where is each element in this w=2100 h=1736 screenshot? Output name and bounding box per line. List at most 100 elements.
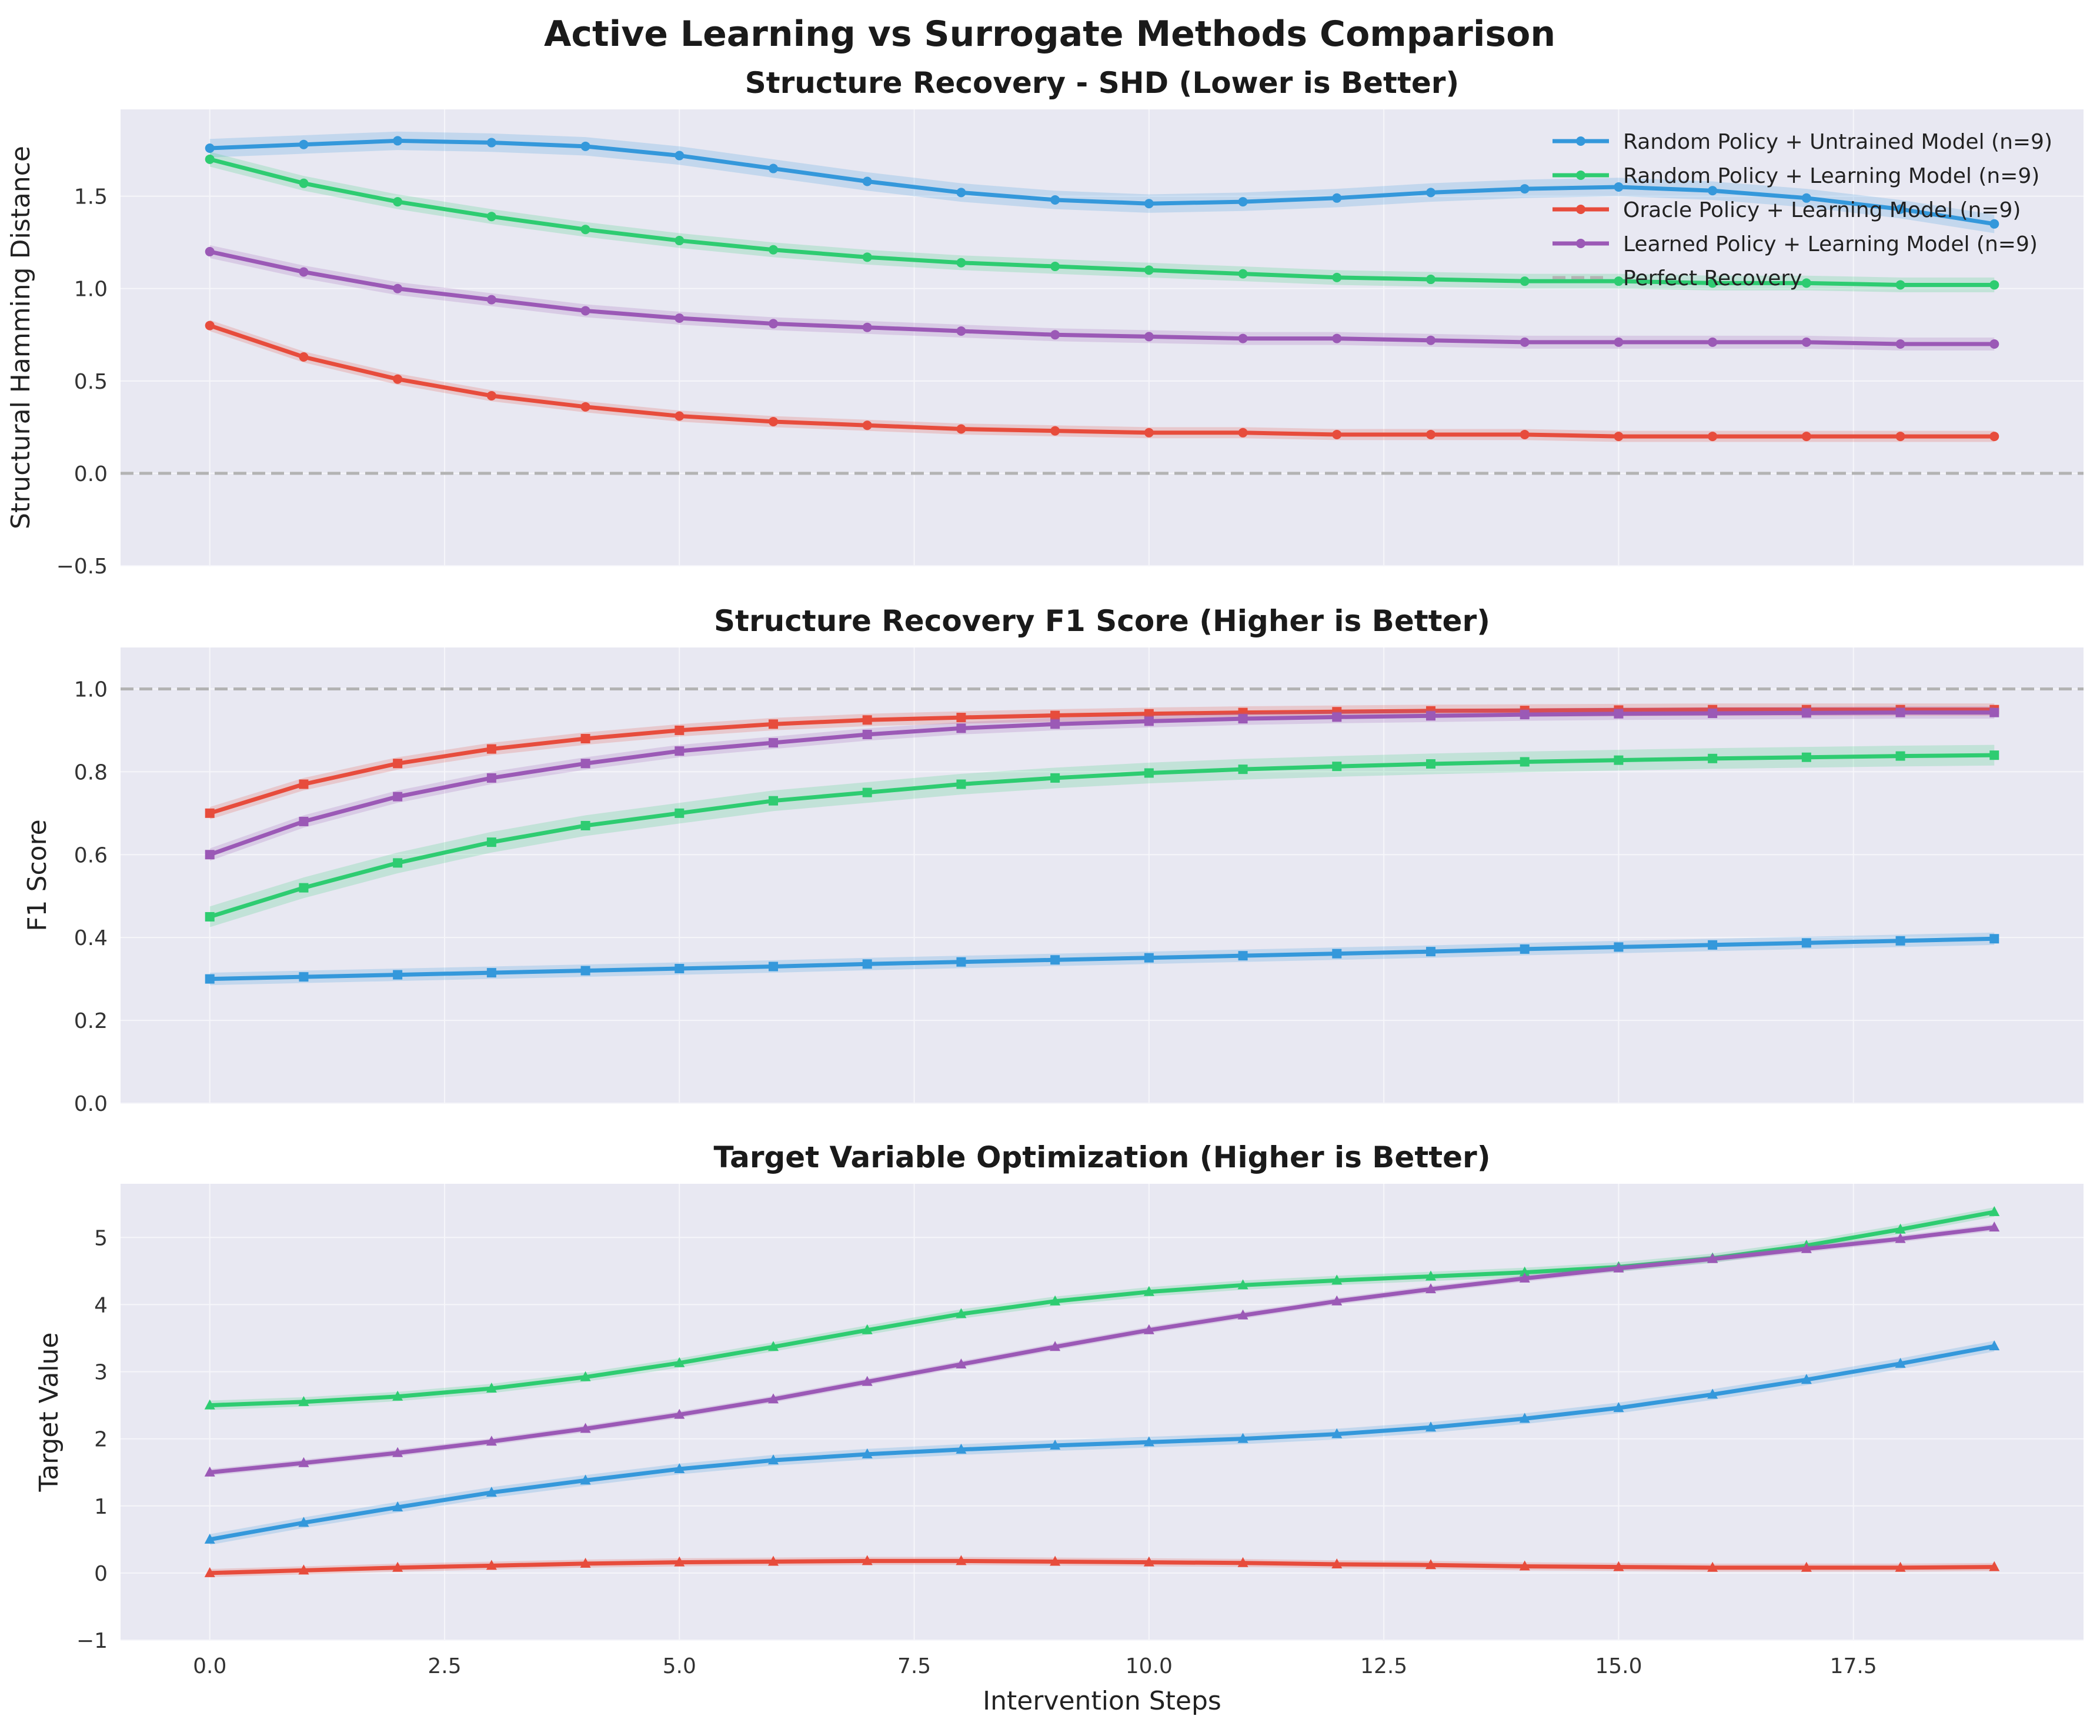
data-point	[1332, 272, 1342, 282]
x-tick-label: 5.0	[663, 1654, 696, 1678]
data-point	[580, 1423, 591, 1433]
data-point	[580, 759, 590, 769]
data-point	[862, 176, 872, 186]
data-point	[675, 236, 685, 246]
data-point	[1237, 1309, 1248, 1320]
data-point	[1237, 1279, 1248, 1290]
data-point	[674, 1463, 685, 1473]
data-point	[956, 1443, 967, 1454]
data-point	[205, 246, 215, 256]
data-point	[1050, 955, 1060, 965]
data-point	[1520, 757, 1530, 767]
data-point	[956, 1358, 967, 1368]
data-point	[1050, 330, 1060, 340]
data-point	[675, 964, 685, 974]
data-point	[1050, 1341, 1061, 1351]
data-point	[956, 723, 966, 733]
data-point	[298, 1396, 309, 1406]
data-point	[205, 154, 215, 164]
data-point	[204, 1399, 215, 1410]
panel-shd: −0.5 0.0 0.5 1.0 1.5 Structure Recovery - SHD…	[6, 66, 2084, 579]
data-point	[1708, 709, 1718, 719]
data-point	[1331, 1274, 1343, 1285]
data-point	[393, 136, 403, 146]
data-point	[580, 966, 590, 976]
data-point	[862, 715, 872, 725]
data-point	[1614, 755, 1624, 765]
data-point	[1708, 432, 1718, 442]
data-point	[1520, 337, 1530, 347]
y-tick-label: 1	[94, 1495, 108, 1519]
data-point	[1143, 1286, 1154, 1296]
data-point	[1050, 1295, 1061, 1306]
data-point	[1614, 942, 1624, 952]
data-point	[1801, 1561, 1812, 1572]
data-point	[1708, 186, 1718, 196]
y-tick-label: 0.6	[74, 843, 108, 867]
data-point	[1613, 1402, 1624, 1413]
data-point	[1989, 934, 1999, 944]
legend-marker	[1576, 136, 1585, 146]
y-tick-label: 0.5	[74, 370, 108, 394]
y-tick-label: 1.0	[74, 677, 108, 702]
y-tick-label: 1.0	[74, 278, 108, 302]
data-point	[1613, 1561, 1624, 1571]
data-point	[1801, 337, 1811, 347]
y-tick-label: 0.0	[74, 462, 108, 486]
data-point	[956, 424, 966, 434]
data-point	[1989, 1206, 2000, 1216]
data-point	[1519, 1272, 1530, 1283]
series-error-band	[209, 245, 1995, 350]
data-point	[298, 1457, 309, 1467]
data-point	[1989, 432, 1999, 442]
data-point	[956, 713, 966, 723]
panel-title: Structure Recovery - SHD (Lower is Bette…	[745, 66, 1460, 100]
data-point	[1989, 707, 1999, 717]
data-point	[486, 1560, 497, 1570]
data-point	[675, 411, 685, 421]
data-point	[1520, 429, 1530, 439]
data-point	[1425, 335, 1435, 345]
data-point	[1050, 710, 1060, 720]
data-point	[768, 1555, 779, 1566]
data-point	[1331, 1428, 1343, 1438]
data-point	[675, 313, 685, 323]
data-point	[205, 321, 215, 330]
data-point	[486, 1435, 497, 1446]
data-point	[956, 258, 966, 268]
data-point	[205, 850, 215, 860]
data-point	[486, 744, 496, 754]
data-point	[392, 1390, 403, 1401]
data-point	[1144, 265, 1154, 275]
series-line	[208, 138, 1996, 226]
data-point	[1614, 337, 1624, 347]
data-point	[393, 759, 403, 769]
data-point	[768, 1341, 779, 1351]
data-point	[1895, 936, 1905, 946]
data-point	[1332, 193, 1342, 203]
data-point	[768, 1454, 779, 1465]
data-point	[392, 1447, 403, 1457]
data-point	[1989, 750, 1999, 760]
x-tick-label: 7.5	[897, 1654, 931, 1678]
data-point	[1707, 1561, 1718, 1572]
data-point	[204, 1567, 215, 1577]
data-point	[1144, 953, 1154, 963]
data-point	[205, 143, 215, 153]
y-tick-label: 4	[94, 1293, 108, 1317]
data-point	[1332, 762, 1342, 772]
data-point	[204, 1533, 215, 1544]
data-point	[862, 787, 872, 797]
y-axis-label: Structural Hamming Distance	[6, 146, 36, 529]
panel-f1: 0.0 0.2 0.4 0.6 0.8 1.0 Structure Recovery F1 …	[22, 604, 2084, 1116]
data-point	[675, 746, 685, 756]
series-line	[208, 710, 1996, 857]
data-point	[1143, 1556, 1154, 1567]
data-point	[393, 374, 403, 384]
data-point	[205, 974, 215, 984]
data-point	[580, 402, 590, 412]
data-point	[769, 719, 779, 729]
data-point	[1989, 219, 1999, 229]
data-point	[1519, 1266, 1530, 1277]
data-point	[299, 883, 309, 893]
